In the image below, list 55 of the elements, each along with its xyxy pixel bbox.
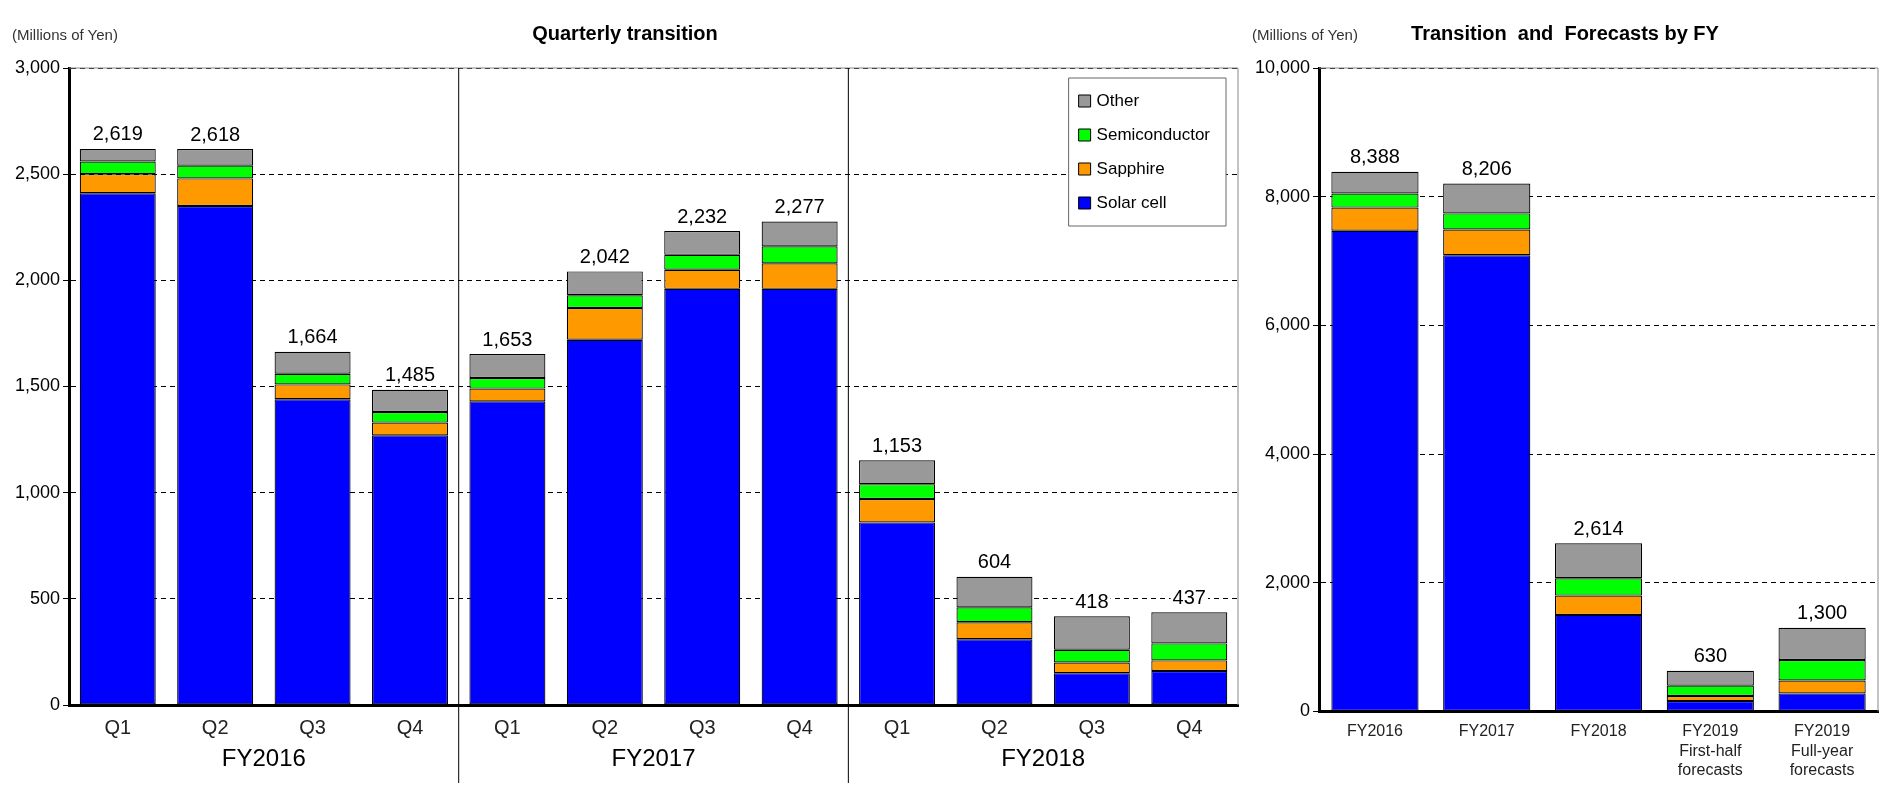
x-tick-label: Q2 xyxy=(201,715,229,738)
y-tick-label: 1,000 xyxy=(15,481,61,502)
total-label: 8,206 xyxy=(1461,156,1512,179)
total-label: 2,232 xyxy=(677,204,728,227)
x-tick-label: Q3 xyxy=(1078,715,1106,738)
legend-label: Solar cell xyxy=(1096,192,1167,212)
total-label: 1,653 xyxy=(482,327,533,350)
y-tick-label: 2,000 xyxy=(15,269,61,290)
total-label: 2,618 xyxy=(190,122,241,145)
x-tick-label: Q2 xyxy=(981,715,1008,738)
y-tick-label: 1,500 xyxy=(15,375,61,396)
total-label: 2,619 xyxy=(92,122,143,145)
total-label: 418 xyxy=(1075,589,1109,612)
total-label: 2,042 xyxy=(579,244,630,267)
total-label: 630 xyxy=(1693,644,1727,667)
legend-label: Other xyxy=(1096,90,1140,110)
legend-label: Semiconductor xyxy=(1096,124,1211,144)
x-tick-label: FY2018 xyxy=(1570,722,1627,740)
x-tick-label: Q1 xyxy=(104,715,132,738)
x-tick-label: Q4 xyxy=(396,715,424,738)
chart-title: Transition and Forecasts by FY xyxy=(1411,21,1720,44)
y-tick-label: 0 xyxy=(50,693,61,714)
total-label: 2,277 xyxy=(774,195,825,218)
y-tick-label: 4,000 xyxy=(1265,443,1311,464)
x-tick-label: Q4 xyxy=(786,715,813,738)
total-label: 8,388 xyxy=(1349,145,1400,168)
total-label: 437 xyxy=(1172,585,1206,608)
y-tick-label: 3,000 xyxy=(15,56,61,77)
y-tick-label: 2,500 xyxy=(15,163,61,184)
x-tick-label: Q1 xyxy=(883,715,911,738)
y-tick-label: 10,000 xyxy=(1254,56,1311,77)
x-tick-label: Q4 xyxy=(1175,715,1203,738)
x-tick-label: Q2 xyxy=(591,715,619,738)
x-tick-label: Q3 xyxy=(688,715,716,738)
x-tick-label: FY2019 First-half forecasts xyxy=(1677,722,1743,778)
total-label: 1,153 xyxy=(872,433,923,456)
y-axis-title: (Millions of Yen) xyxy=(12,26,118,44)
total-label: 2,614 xyxy=(1573,516,1624,539)
legend-label: Sapphire xyxy=(1096,158,1165,178)
total-label: 1,664 xyxy=(287,325,338,348)
y-tick-label: 8,000 xyxy=(1265,185,1311,206)
x-tick-label: Q1 xyxy=(494,715,521,738)
y-tick-label: 500 xyxy=(30,587,61,608)
y-tick-label: 2,000 xyxy=(1265,571,1311,592)
x-tick-label: Q3 xyxy=(299,715,326,738)
x-tick-label: FY2016 xyxy=(1346,722,1404,740)
total-label: 1,485 xyxy=(384,363,436,386)
chart-title: Quarterly transition xyxy=(532,21,718,44)
x-tick-label: FY2017 xyxy=(1458,722,1515,740)
total-label: 1,300 xyxy=(1797,601,1848,624)
total-label: 604 xyxy=(977,550,1012,573)
y-tick-label: 0 xyxy=(1300,700,1311,721)
y-axis-title: (Millions of Yen) xyxy=(1252,26,1358,44)
y-tick-label: 6,000 xyxy=(1265,314,1311,335)
x-tick-label: FY2019 Full-year forecasts xyxy=(1789,722,1855,778)
